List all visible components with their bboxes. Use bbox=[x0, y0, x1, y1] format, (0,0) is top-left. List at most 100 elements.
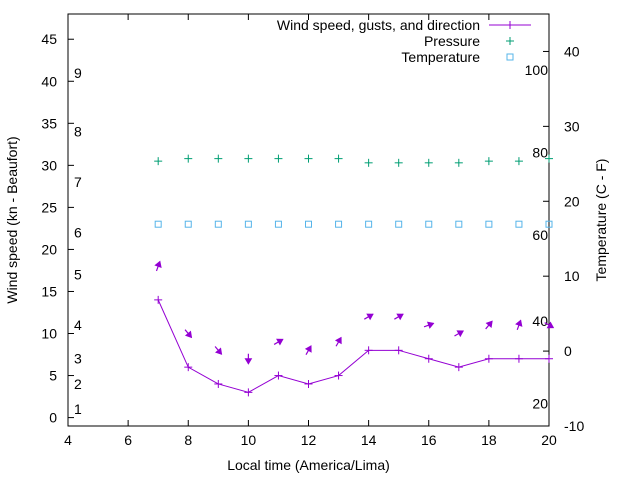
pressure-point bbox=[364, 158, 373, 167]
temperature-point bbox=[425, 220, 433, 228]
pressure-point bbox=[154, 157, 163, 166]
wind-speed-point bbox=[424, 354, 433, 363]
fahrenheit-label: 60 bbox=[532, 227, 548, 243]
wind-speed-point bbox=[364, 346, 373, 355]
legend-temperature-key bbox=[506, 53, 514, 61]
legend-temperature-marker bbox=[506, 53, 514, 61]
wind-speed-point bbox=[154, 295, 163, 304]
legend-pressure-marker bbox=[506, 37, 514, 45]
temperature-point bbox=[184, 220, 192, 228]
beaufort-label: 9 bbox=[74, 65, 82, 81]
gust-arrow bbox=[334, 336, 342, 347]
temperature-point bbox=[455, 220, 463, 228]
y-axis-label: Wind speed (kn - Beaufort) bbox=[4, 136, 20, 303]
x-tick-label: 20 bbox=[541, 432, 557, 448]
series-layer bbox=[154, 154, 555, 397]
wind-speed-point bbox=[244, 388, 253, 397]
gust-arrow bbox=[515, 319, 523, 331]
legend-wind-label: Wind speed, gusts, and direction bbox=[277, 17, 480, 33]
x-tick-label: 14 bbox=[361, 432, 377, 448]
gust-arrow bbox=[394, 313, 404, 321]
pressure-point bbox=[545, 154, 553, 163]
pressure-point bbox=[514, 157, 523, 166]
temperature-point bbox=[274, 220, 282, 228]
wind-speed-point bbox=[484, 354, 493, 363]
wind-speed-point bbox=[274, 371, 283, 380]
beaufort-scale: 1 2 3 4 5 6 7 8 9 bbox=[74, 65, 82, 417]
y-tick-label: 30 bbox=[41, 157, 57, 173]
pressure-point bbox=[454, 158, 463, 167]
fahrenheit-label: 40 bbox=[532, 313, 548, 329]
y-axis: 0 5 10 15 20 25 30 35 40 45 bbox=[41, 31, 74, 426]
gust-arrow bbox=[544, 321, 555, 329]
pressure-point bbox=[184, 154, 193, 163]
y-tick-label: 45 bbox=[41, 31, 57, 47]
gust-arrow bbox=[154, 260, 162, 272]
pressure-point bbox=[274, 154, 283, 163]
x-tick-label: 16 bbox=[421, 432, 437, 448]
pressure-point bbox=[424, 158, 433, 167]
y2-tick-label: 20 bbox=[564, 193, 580, 209]
wind-speed-point bbox=[304, 379, 313, 388]
gust-arrow bbox=[304, 345, 312, 355]
y-tick-label: 25 bbox=[41, 199, 57, 215]
y2-tick-label: 40 bbox=[564, 43, 580, 59]
gust-arrow bbox=[423, 321, 435, 329]
temperature-point bbox=[214, 220, 222, 228]
y2-tick-label: 30 bbox=[564, 118, 580, 134]
temperature-point bbox=[335, 220, 343, 228]
gust-arrow bbox=[273, 338, 284, 346]
pressure-point bbox=[394, 158, 403, 167]
temperature-point bbox=[365, 220, 373, 228]
pressure-point bbox=[334, 154, 343, 163]
fahrenheit-label: 20 bbox=[532, 396, 548, 412]
beaufort-label: 4 bbox=[74, 317, 82, 333]
gust-arrow bbox=[184, 329, 193, 339]
gust-arrow bbox=[454, 330, 464, 338]
y-tick-label: 0 bbox=[49, 410, 57, 426]
x-axis: 4 6 8 10 12 14 16 18 20 bbox=[64, 14, 557, 448]
temperature-point bbox=[305, 220, 312, 228]
gust-arrow bbox=[363, 313, 374, 321]
beaufort-label: 7 bbox=[74, 174, 82, 190]
y2-axis: -10 0 10 20 30 40 bbox=[543, 43, 584, 434]
gust-arrow bbox=[485, 320, 493, 330]
gust-arrow bbox=[214, 346, 223, 355]
fahrenheit-scale: 20 40 60 80 100 bbox=[525, 62, 549, 411]
y-tick-label: 10 bbox=[41, 326, 57, 342]
temperature-point bbox=[485, 220, 493, 228]
beaufort-label: 1 bbox=[74, 401, 82, 417]
plot-frame bbox=[67, 13, 550, 427]
legend-wind-marker bbox=[506, 21, 514, 29]
legend-pressure-key bbox=[506, 37, 514, 45]
temperature-point bbox=[515, 220, 523, 228]
gust-arrow bbox=[244, 353, 253, 365]
y-tick-label: 40 bbox=[41, 73, 57, 89]
legend-pressure-label: Pressure bbox=[424, 33, 480, 49]
y-tick-label: 35 bbox=[41, 115, 57, 131]
y-tick-label: 15 bbox=[41, 283, 57, 299]
wind-speed-point bbox=[184, 363, 193, 372]
temperature-point bbox=[545, 220, 553, 228]
legend: Wind speed, gusts, and direction Pressur… bbox=[277, 17, 531, 65]
y-tick-label: 5 bbox=[49, 368, 57, 384]
beaufort-label: 3 bbox=[74, 351, 82, 367]
fahrenheit-label: 80 bbox=[532, 145, 548, 161]
y2-tick-label: 0 bbox=[564, 343, 572, 359]
fahrenheit-label: 100 bbox=[525, 62, 549, 78]
temperature-point bbox=[244, 220, 252, 228]
temperature-point bbox=[154, 220, 162, 228]
y2-tick-label: 10 bbox=[564, 268, 580, 284]
temperature-point bbox=[395, 220, 403, 228]
x-tick-label: 8 bbox=[184, 432, 192, 448]
pressure-point bbox=[244, 154, 253, 163]
wind-speed-point bbox=[545, 354, 553, 363]
pressure-point bbox=[484, 157, 493, 166]
y-tick-label: 20 bbox=[41, 241, 57, 257]
legend-wind-key bbox=[489, 21, 531, 29]
wind-speed-point bbox=[334, 371, 343, 380]
wind-speed-point bbox=[394, 346, 403, 355]
x-axis-label: Local time (America/Lima) bbox=[227, 457, 390, 473]
x-tick-label: 18 bbox=[481, 432, 497, 448]
